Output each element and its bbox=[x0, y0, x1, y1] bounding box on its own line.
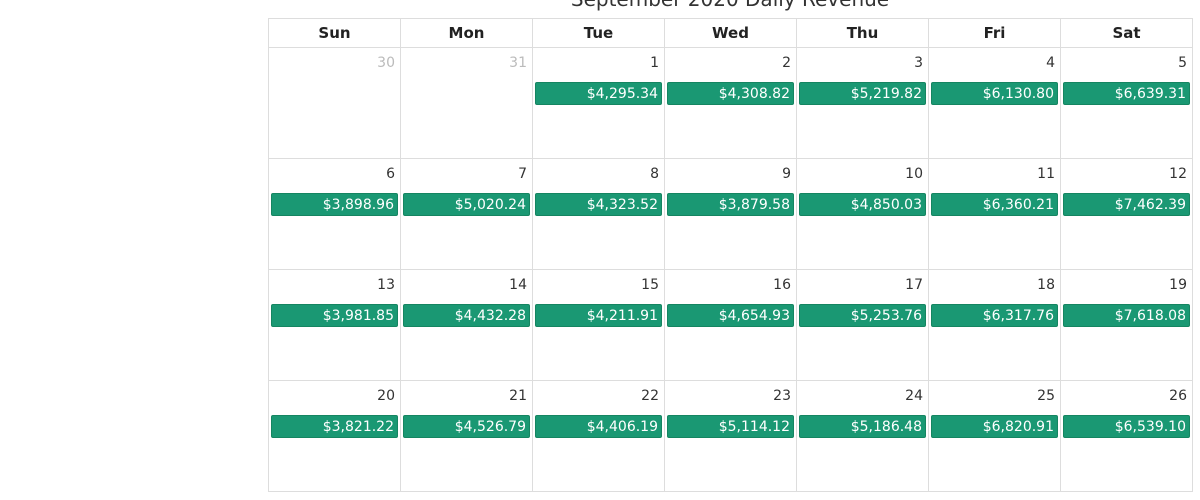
revenue-event[interactable]: $6,639.31 bbox=[1063, 82, 1190, 105]
day-cell[interactable]: 4 $6,130.80 bbox=[929, 48, 1061, 159]
day-number[interactable]: 7 bbox=[518, 166, 527, 182]
weekday-header-thu: Thu bbox=[797, 19, 929, 48]
day-number[interactable]: 25 bbox=[1037, 388, 1055, 404]
day-number[interactable]: 3 bbox=[914, 55, 923, 71]
calendar-grid: Sun Mon Tue Wed Thu Fri Sat 30 31 1 $4,295.… bbox=[268, 18, 1193, 492]
weekday-header-fri: Fri bbox=[929, 19, 1061, 48]
day-cell[interactable]: 15 $4,211.91 bbox=[533, 270, 665, 381]
day-cell[interactable]: 19 $7,618.08 bbox=[1061, 270, 1193, 381]
revenue-event[interactable]: $3,981.85 bbox=[271, 304, 398, 327]
weekday-header-row: Sun Mon Tue Wed Thu Fri Sat bbox=[269, 19, 1193, 48]
revenue-event[interactable]: $4,406.19 bbox=[535, 415, 662, 438]
day-cell-other-month[interactable]: 31 bbox=[401, 48, 533, 159]
day-cell[interactable]: 10 $4,850.03 bbox=[797, 159, 929, 270]
revenue-event[interactable]: $4,295.34 bbox=[535, 82, 662, 105]
week-row: 20 $3,821.22 21 $4,526.79 22 $4,406.19 23 $5,11… bbox=[269, 381, 1193, 492]
revenue-event[interactable]: $6,317.76 bbox=[931, 304, 1058, 327]
day-cell[interactable]: 5 $6,639.31 bbox=[1061, 48, 1193, 159]
weekday-header-mon: Mon bbox=[401, 19, 533, 48]
day-cell[interactable]: 24 $5,186.48 bbox=[797, 381, 929, 492]
day-number[interactable]: 10 bbox=[905, 166, 923, 182]
day-cell[interactable]: 11 $6,360.21 bbox=[929, 159, 1061, 270]
day-cell[interactable]: 2 $4,308.82 bbox=[665, 48, 797, 159]
day-cell[interactable]: 20 $3,821.22 bbox=[269, 381, 401, 492]
day-number[interactable]: 15 bbox=[641, 277, 659, 293]
revenue-event[interactable]: $3,821.22 bbox=[271, 415, 398, 438]
day-cell[interactable]: 3 $5,219.82 bbox=[797, 48, 929, 159]
revenue-event[interactable]: $4,432.28 bbox=[403, 304, 530, 327]
weekday-header-sun: Sun bbox=[269, 19, 401, 48]
day-number[interactable]: 4 bbox=[1046, 55, 1055, 71]
day-cell[interactable]: 14 $4,432.28 bbox=[401, 270, 533, 381]
day-number[interactable]: 18 bbox=[1037, 277, 1055, 293]
day-cell[interactable]: 17 $5,253.76 bbox=[797, 270, 929, 381]
calendar-title: September 2020 Daily Revenue bbox=[268, 0, 1192, 10]
weekday-header-tue: Tue bbox=[533, 19, 665, 48]
revenue-event[interactable]: $6,820.91 bbox=[931, 415, 1058, 438]
day-number[interactable]: 21 bbox=[509, 388, 527, 404]
day-number[interactable]: 26 bbox=[1169, 388, 1187, 404]
weekday-header-wed: Wed bbox=[665, 19, 797, 48]
revenue-event[interactable]: $3,898.96 bbox=[271, 193, 398, 216]
revenue-event[interactable]: $5,186.48 bbox=[799, 415, 926, 438]
revenue-event[interactable]: $7,462.39 bbox=[1063, 193, 1190, 216]
revenue-event[interactable]: $4,323.52 bbox=[535, 193, 662, 216]
day-cell[interactable]: 26 $6,539.10 bbox=[1061, 381, 1193, 492]
day-number[interactable]: 30 bbox=[377, 55, 395, 71]
day-number[interactable]: 2 bbox=[782, 55, 791, 71]
day-number[interactable]: 31 bbox=[509, 55, 527, 71]
title-strip: September 2020 Daily Revenue bbox=[268, 0, 1192, 14]
revenue-event[interactable]: $7,618.08 bbox=[1063, 304, 1190, 327]
revenue-event[interactable]: $4,526.79 bbox=[403, 415, 530, 438]
revenue-event[interactable]: $5,253.76 bbox=[799, 304, 926, 327]
revenue-event[interactable]: $5,020.24 bbox=[403, 193, 530, 216]
day-number[interactable]: 23 bbox=[773, 388, 791, 404]
day-number[interactable]: 19 bbox=[1169, 277, 1187, 293]
revenue-event[interactable]: $4,308.82 bbox=[667, 82, 794, 105]
day-number[interactable]: 8 bbox=[650, 166, 659, 182]
revenue-event[interactable]: $6,360.21 bbox=[931, 193, 1058, 216]
revenue-event[interactable]: $3,879.58 bbox=[667, 193, 794, 216]
revenue-event[interactable]: $4,654.93 bbox=[667, 304, 794, 327]
week-row: 6 $3,898.96 7 $5,020.24 8 $4,323.52 9 $3,879.58… bbox=[269, 159, 1193, 270]
week-row: 30 31 1 $4,295.34 2 $4,308.82 3 $5,219.82 4 $6,13… bbox=[269, 48, 1193, 159]
day-number[interactable]: 17 bbox=[905, 277, 923, 293]
day-cell[interactable]: 12 $7,462.39 bbox=[1061, 159, 1193, 270]
week-row: 13 $3,981.85 14 $4,432.28 15 $4,211.91 16 $4,65… bbox=[269, 270, 1193, 381]
revenue-event[interactable]: $6,130.80 bbox=[931, 82, 1058, 105]
day-number[interactable]: 12 bbox=[1169, 166, 1187, 182]
day-cell[interactable]: 1 $4,295.34 bbox=[533, 48, 665, 159]
day-number[interactable]: 1 bbox=[650, 55, 659, 71]
day-number[interactable]: 24 bbox=[905, 388, 923, 404]
revenue-event[interactable]: $4,850.03 bbox=[799, 193, 926, 216]
day-number[interactable]: 14 bbox=[509, 277, 527, 293]
weekday-header-sat: Sat bbox=[1061, 19, 1193, 48]
revenue-event[interactable]: $5,114.12 bbox=[667, 415, 794, 438]
day-number[interactable]: 5 bbox=[1178, 55, 1187, 71]
day-cell[interactable]: 7 $5,020.24 bbox=[401, 159, 533, 270]
day-number[interactable]: 11 bbox=[1037, 166, 1055, 182]
day-cell[interactable]: 22 $4,406.19 bbox=[533, 381, 665, 492]
day-cell[interactable]: 25 $6,820.91 bbox=[929, 381, 1061, 492]
day-number[interactable]: 22 bbox=[641, 388, 659, 404]
day-cell[interactable]: 13 $3,981.85 bbox=[269, 270, 401, 381]
day-number[interactable]: 6 bbox=[386, 166, 395, 182]
day-number[interactable]: 16 bbox=[773, 277, 791, 293]
day-cell[interactable]: 23 $5,114.12 bbox=[665, 381, 797, 492]
day-number[interactable]: 13 bbox=[377, 277, 395, 293]
day-cell[interactable]: 18 $6,317.76 bbox=[929, 270, 1061, 381]
day-number[interactable]: 20 bbox=[377, 388, 395, 404]
day-cell[interactable]: 21 $4,526.79 bbox=[401, 381, 533, 492]
day-cell[interactable]: 16 $4,654.93 bbox=[665, 270, 797, 381]
day-cell[interactable]: 6 $3,898.96 bbox=[269, 159, 401, 270]
revenue-event[interactable]: $6,539.10 bbox=[1063, 415, 1190, 438]
weeks-container: 30 31 1 $4,295.34 2 $4,308.82 3 $5,219.82 4 $6,13… bbox=[269, 48, 1193, 492]
day-cell[interactable]: 8 $4,323.52 bbox=[533, 159, 665, 270]
revenue-event[interactable]: $4,211.91 bbox=[535, 304, 662, 327]
day-cell-other-month[interactable]: 30 bbox=[269, 48, 401, 159]
day-cell[interactable]: 9 $3,879.58 bbox=[665, 159, 797, 270]
revenue-event[interactable]: $5,219.82 bbox=[799, 82, 926, 105]
day-number[interactable]: 9 bbox=[782, 166, 791, 182]
